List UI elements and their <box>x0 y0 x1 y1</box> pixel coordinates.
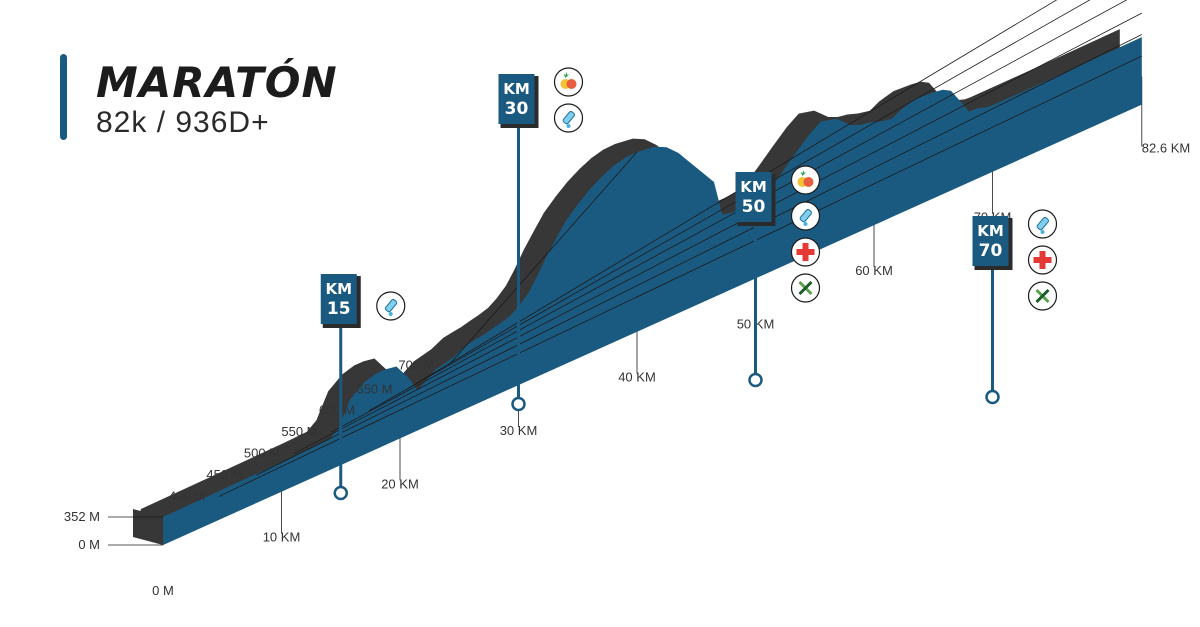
page-title: MARATÓN <box>96 58 338 107</box>
water-bottle-icon-badge <box>1027 209 1058 239</box>
water-bottle-icon <box>562 111 575 125</box>
aid-station-marker <box>511 396 526 412</box>
grid-line-y <box>218 55 1142 497</box>
km-badge <box>320 274 357 324</box>
aid-station-marker <box>985 389 1000 405</box>
grid-line-y <box>448 151 638 366</box>
screwdriver-icon <box>798 280 813 296</box>
leaf-icon <box>800 170 807 176</box>
profile-base-side <box>133 509 163 545</box>
x-tick-label: 82.6 KM <box>1142 141 1190 156</box>
water-drop-icon <box>1040 230 1045 234</box>
grid-line-y <box>256 34 1142 476</box>
y-tick-label: 400 M <box>169 488 205 503</box>
x-tick-label: 30 KM <box>500 423 538 438</box>
aid-station-marker <box>333 485 348 501</box>
km-badge-number: 30 <box>505 99 529 119</box>
medical-cross-icon <box>1033 251 1052 269</box>
x-tick-label: 0 M <box>152 583 174 598</box>
y-tick-label: 450 M <box>206 467 242 482</box>
medical-cross-icon-badge <box>1027 245 1058 275</box>
water-bottle-icon <box>384 299 398 313</box>
water-bottle-icon-badge <box>790 201 821 231</box>
km-badge-label: KM <box>740 178 767 196</box>
x-tick-label: 60 KM <box>855 263 893 278</box>
water-bottle-icon <box>799 209 812 223</box>
fruit-icon-badge <box>790 165 821 195</box>
y-tick-label: 600 M <box>319 403 355 418</box>
tools-icon-badge <box>1027 281 1058 311</box>
medical-cross-icon-badge <box>790 237 821 267</box>
y-tick-label: 706 M <box>398 357 434 372</box>
water-drop-icon <box>388 312 393 316</box>
km-badge <box>972 216 1009 266</box>
fruit-icon-badge <box>553 67 584 97</box>
medical-cross-icon <box>796 243 815 261</box>
x-tick-label: 20 KM <box>381 476 419 491</box>
page-subtitle: 82k / 936D+ <box>96 106 270 139</box>
x-tick-label: 10 KM <box>263 530 301 545</box>
km-badge <box>735 172 772 222</box>
profile-base <box>163 76 1142 546</box>
water-bottle-icon-badge <box>376 291 406 321</box>
km-badge-label: KM <box>977 222 1004 240</box>
grid-line-y <box>293 12 1142 454</box>
melon-icon <box>803 177 814 187</box>
water-drop-icon <box>803 222 808 226</box>
aid-station-marker <box>748 372 763 388</box>
screwdriver-icon <box>1035 288 1050 304</box>
tools-icon-badge <box>790 273 821 303</box>
water-bottle-icon <box>1036 217 1049 231</box>
title-accent-bar <box>60 54 67 140</box>
melon-icon <box>566 79 577 89</box>
km-badge-number: 50 <box>742 197 766 217</box>
leaf-icon <box>563 72 570 78</box>
km-badge-label: KM <box>325 280 352 298</box>
grid-line-y <box>406 0 1058 390</box>
y-tick-label: 352 M <box>64 509 100 524</box>
x-tick-label: 40 KM <box>618 370 656 385</box>
water-drop-icon <box>566 124 571 128</box>
km-badge-number: 70 <box>979 241 1003 261</box>
km-badge-number: 15 <box>327 299 351 319</box>
y-tick-label: 500 M <box>244 446 280 461</box>
water-bottle-icon-badge <box>553 103 584 133</box>
km-badge <box>498 74 535 124</box>
y-tick-label: 650 M <box>356 381 392 396</box>
y-tick-label: 550 M <box>281 424 317 439</box>
y-tick-label: 0 M <box>78 537 100 552</box>
km-badge-label: KM <box>503 80 530 98</box>
